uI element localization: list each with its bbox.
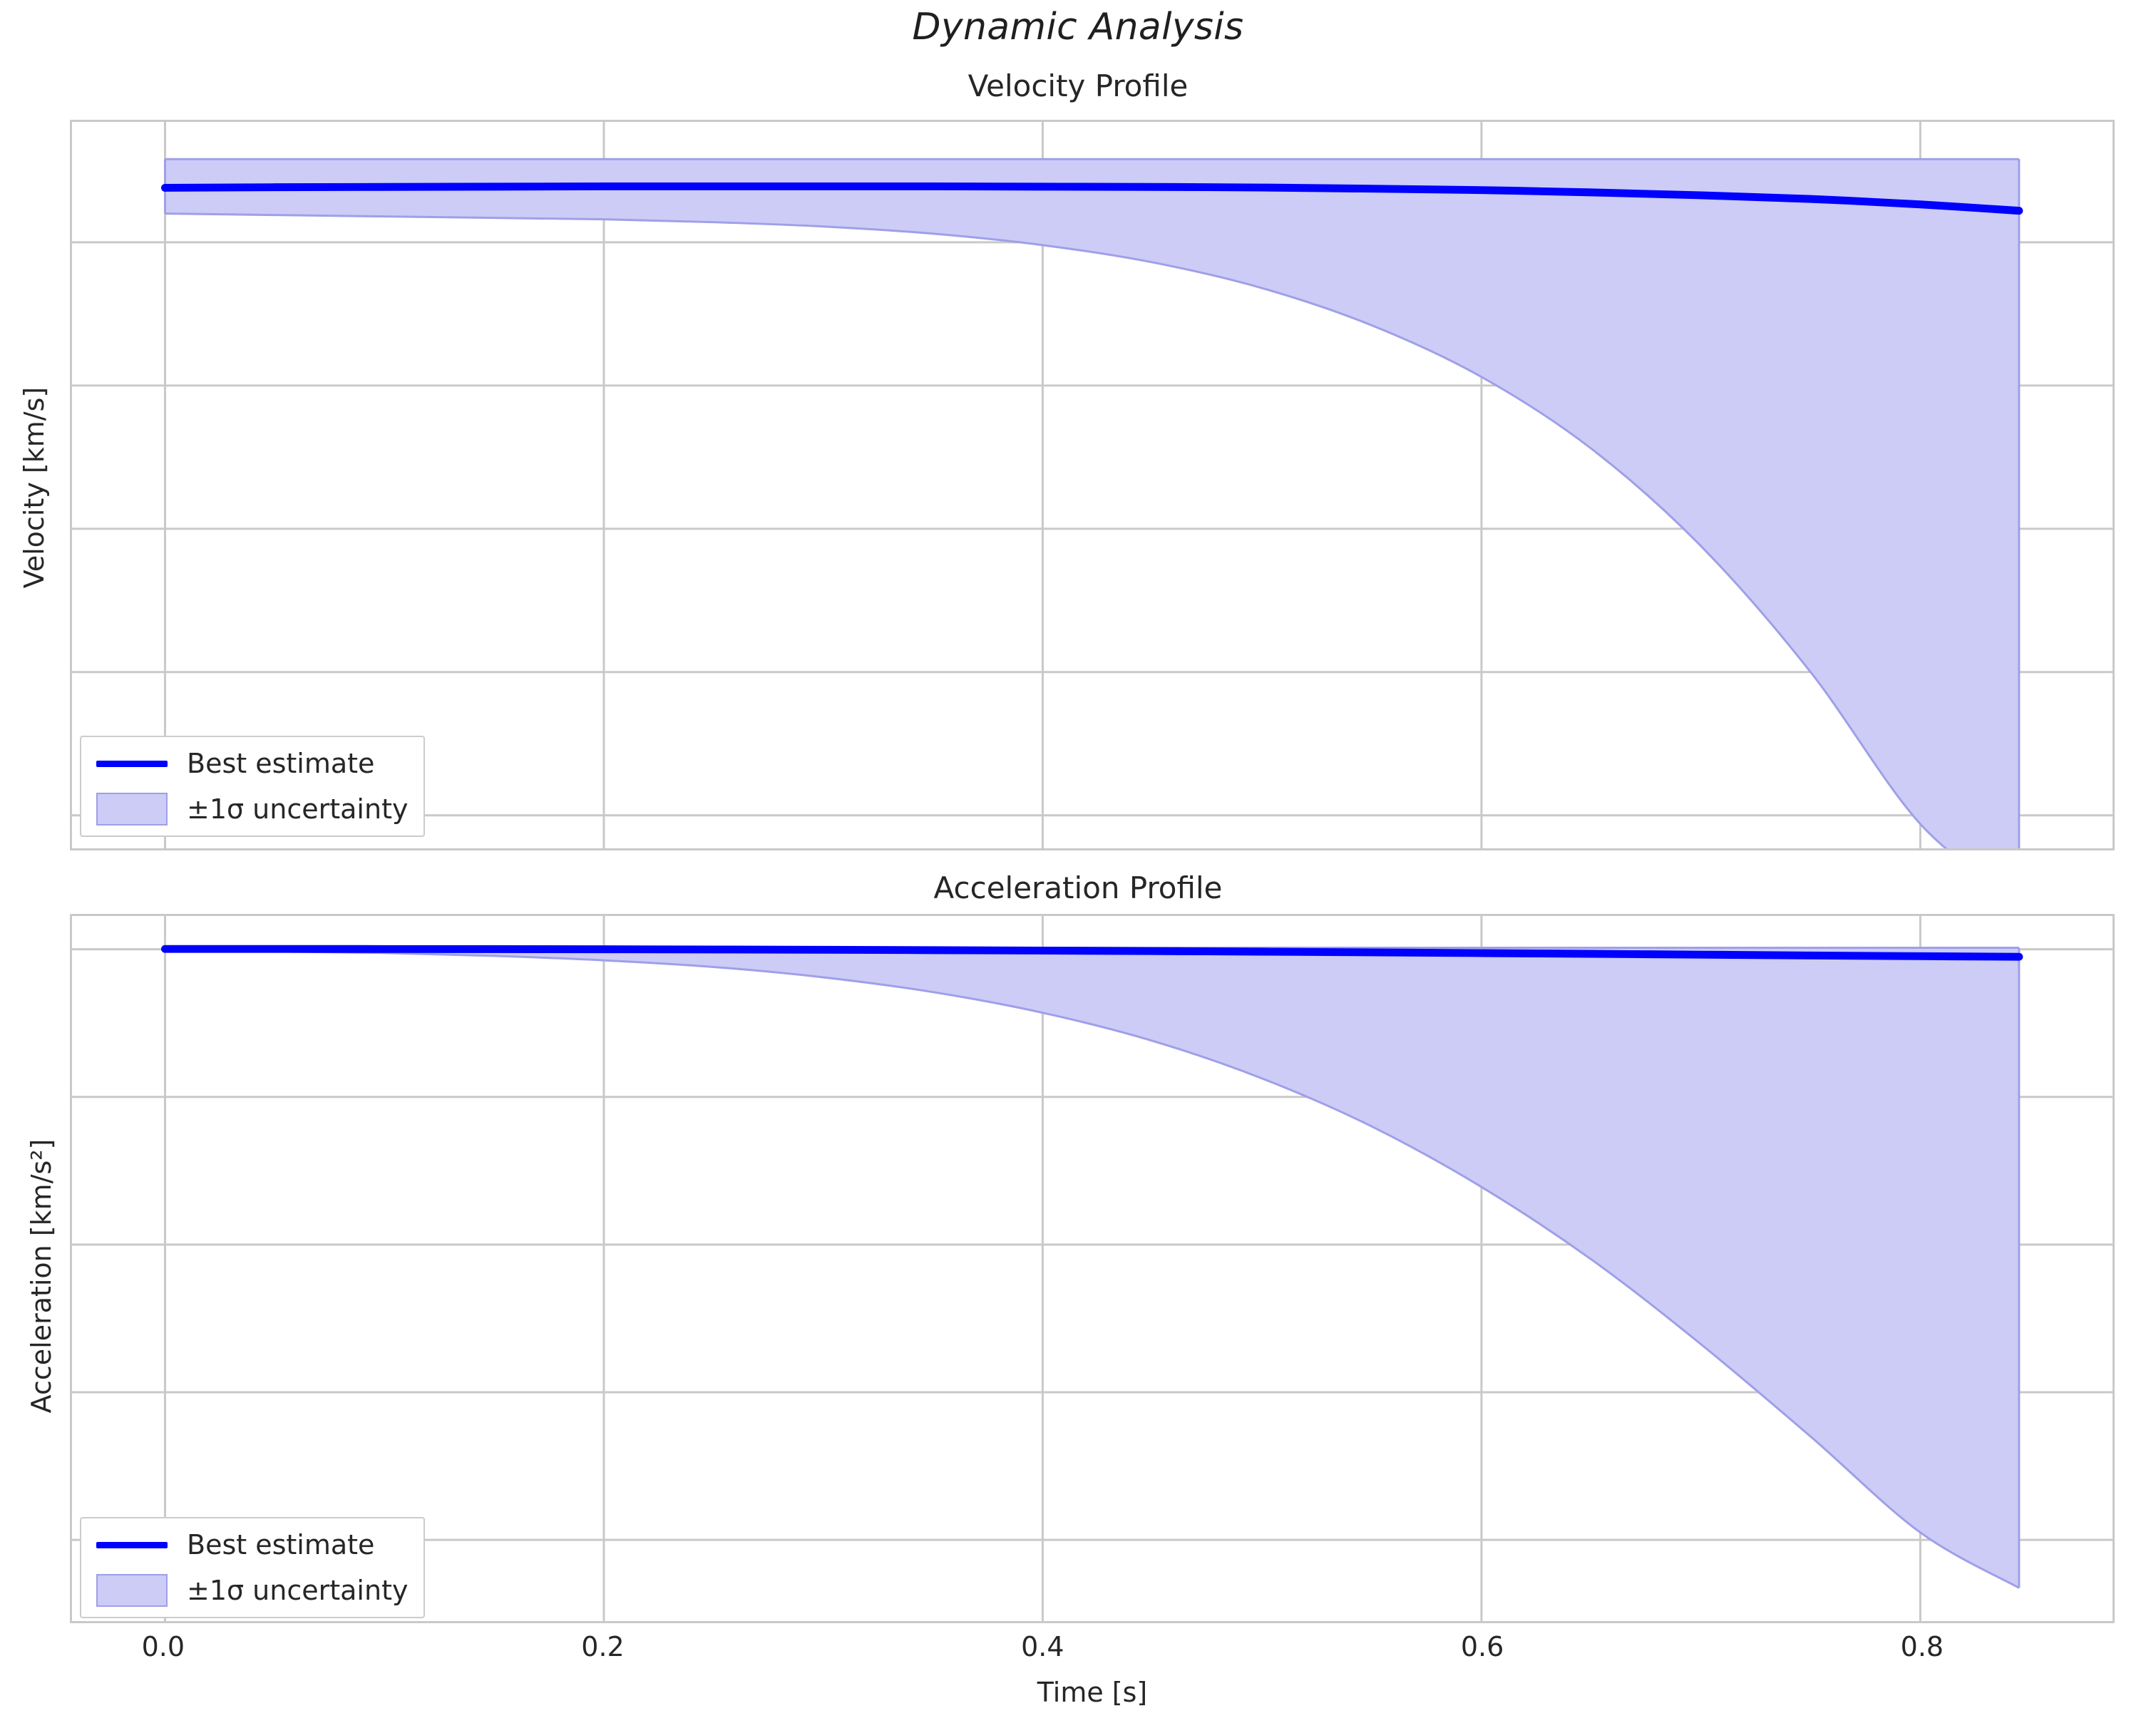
legend-label: Best estimate xyxy=(187,1529,375,1560)
legend-item-uncertainty: ±1σ uncertainty xyxy=(93,793,408,826)
legend-line-key-icon xyxy=(93,760,171,767)
x-tick-label: 0.2 xyxy=(581,1631,625,1662)
legend-patch-key-icon xyxy=(93,793,171,826)
acceleration-plot-svg xyxy=(72,916,2113,1621)
velocity-legend: Best estimate ±1σ uncertainty xyxy=(80,736,426,837)
acceleration-axis-label: Acceleration [km/s²] xyxy=(26,1138,57,1414)
legend-item-best-estimate: Best estimate xyxy=(93,1528,408,1561)
velocity-plot-svg xyxy=(72,122,2113,848)
legend-label: ±1σ uncertainty xyxy=(187,793,409,825)
legend-label: ±1σ uncertainty xyxy=(187,1575,409,1606)
x-tick-label: 0.4 xyxy=(1021,1631,1064,1662)
legend-item-best-estimate: Best estimate xyxy=(93,747,408,780)
x-axis-label: Time [s] xyxy=(1037,1677,1148,1708)
figure-suptitle: Dynamic Analysis xyxy=(912,6,1244,48)
legend-patch-key-icon xyxy=(93,1574,171,1607)
x-tick-label: 0.6 xyxy=(1460,1631,1504,1662)
legend-label: Best estimate xyxy=(187,748,375,779)
velocity-plot-title: Velocity Profile xyxy=(967,68,1189,103)
legend-line-key-icon xyxy=(93,1541,171,1548)
x-tick-label: 0.0 xyxy=(141,1631,185,1662)
acceleration-plot-area xyxy=(70,914,2115,1623)
legend-item-uncertainty: ±1σ uncertainty xyxy=(93,1574,408,1607)
velocity-plot-area xyxy=(70,120,2115,850)
acceleration-plot-title: Acceleration Profile xyxy=(933,870,1223,905)
velocity-axis-label: Velocity [km/s] xyxy=(19,386,50,589)
acceleration-legend: Best estimate ±1σ uncertainty xyxy=(80,1517,426,1618)
x-tick-label: 0.8 xyxy=(1900,1631,1944,1662)
